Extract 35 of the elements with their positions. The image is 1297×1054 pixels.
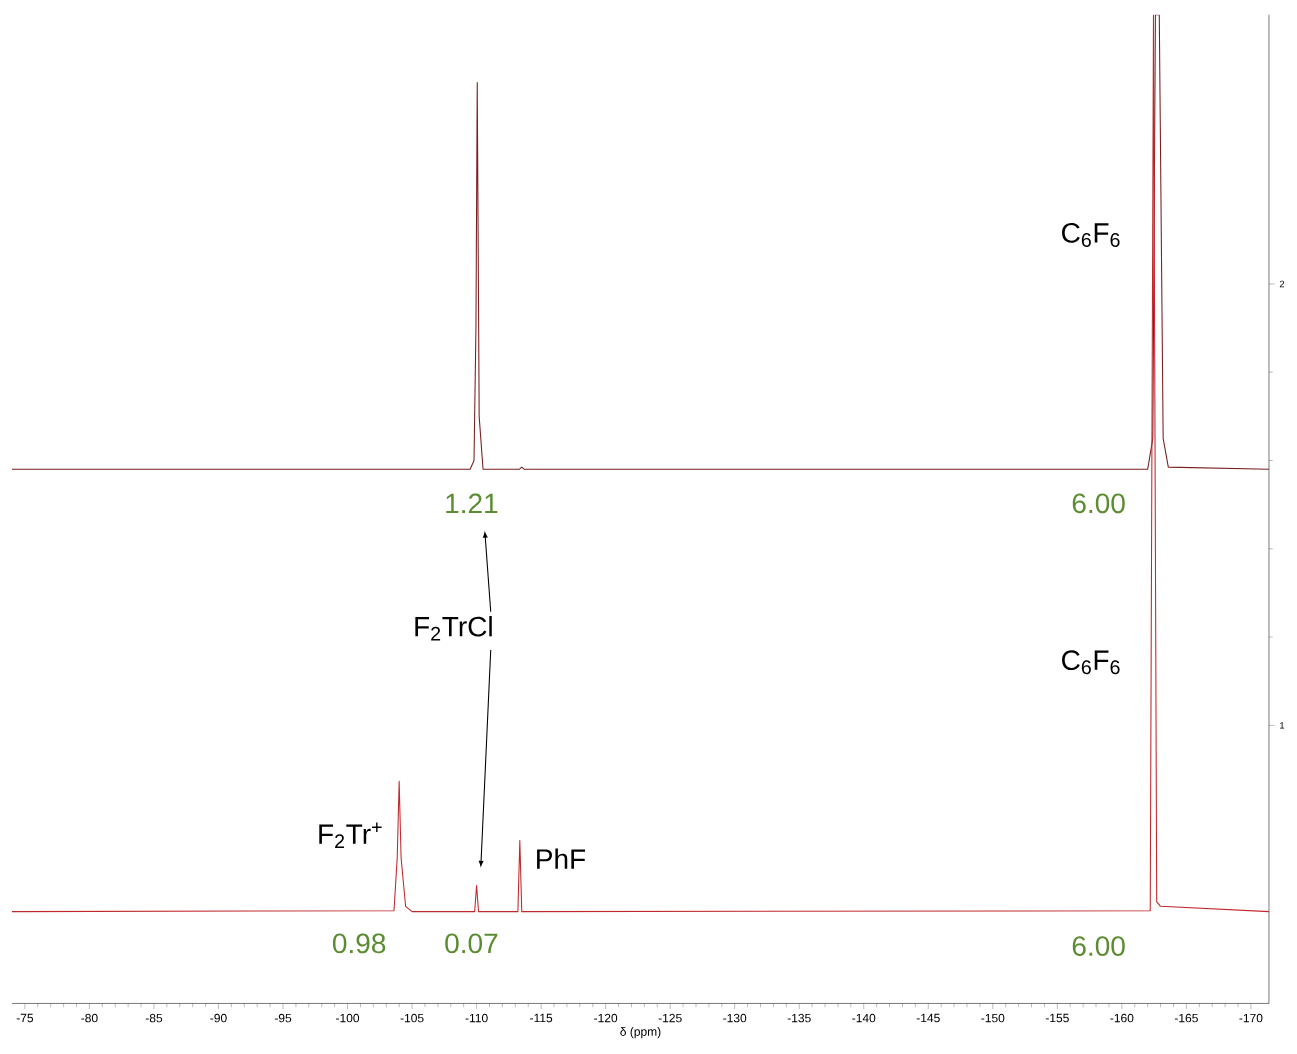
x-tick-label: -170 [1239, 1013, 1263, 1023]
annotation: F$_{2}$Tr$^{+}$ [319, 822, 382, 848]
x-tick-label: -160 [1110, 1013, 1134, 1023]
annotation: 0.98 [332, 933, 386, 954]
x-tick-label: -135 [787, 1013, 811, 1023]
x-tick-label: -150 [981, 1013, 1005, 1023]
line-series [12, 14, 1269, 913]
x-tick-label: -75 [16, 1013, 34, 1023]
y-tick-label: 1 [1280, 722, 1285, 729]
annotation: PhF [537, 848, 586, 869]
annotation: 6.00 [1072, 936, 1125, 956]
x-tick-label: -125 [658, 1013, 682, 1023]
x-axis-title: δ (ppm) [620, 1026, 661, 1039]
x-tick-label: -85 [145, 1013, 163, 1023]
annotation: C$_{6}$F$_{6}$ [1062, 222, 1120, 247]
x-tick-label: -90 [210, 1013, 227, 1023]
annotation: C$_{6}$F$_{6}$ [1062, 650, 1120, 675]
x-tick-label: -95 [274, 1013, 292, 1023]
line-series [12, 14, 1269, 470]
x-tick-label: -155 [1045, 1013, 1069, 1023]
x-tick-label: -120 [594, 1013, 618, 1023]
x-tick-label: -145 [916, 1013, 940, 1023]
annotation: F$_{2}$TrCl [415, 615, 492, 641]
annotation: 6.00 [1072, 493, 1125, 514]
x-tick-label: -110 [465, 1013, 488, 1023]
annotation: 0.07 [445, 933, 498, 954]
x-tick-label: -130 [723, 1013, 747, 1023]
x-tick-label: -100 [336, 1013, 360, 1023]
x-tick-label: -105 [400, 1013, 424, 1023]
x-tick-label: -165 [1174, 1013, 1198, 1023]
y-tick-label: 2 [1279, 280, 1285, 288]
x-tick-label: -115 [530, 1013, 553, 1023]
annotation: 1.21 [446, 493, 498, 514]
x-tick-label: -140 [852, 1013, 876, 1023]
x-tick-label: -80 [81, 1013, 98, 1023]
